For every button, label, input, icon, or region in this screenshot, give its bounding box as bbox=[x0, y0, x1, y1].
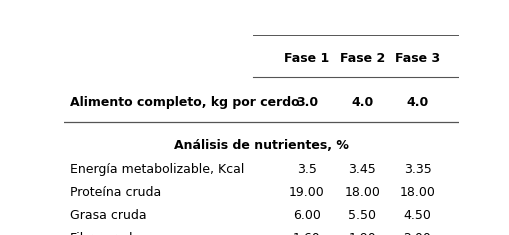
Text: 2.00: 2.00 bbox=[403, 232, 431, 235]
Text: 1.60: 1.60 bbox=[292, 232, 320, 235]
Text: 19.00: 19.00 bbox=[289, 186, 324, 199]
Text: Fibra cruda: Fibra cruda bbox=[70, 232, 139, 235]
Text: 18.00: 18.00 bbox=[399, 186, 435, 199]
Text: Fase 2: Fase 2 bbox=[339, 52, 384, 65]
Text: 4.0: 4.0 bbox=[350, 96, 373, 109]
Text: Alimento completo, kg por cerdo: Alimento completo, kg por cerdo bbox=[70, 96, 299, 109]
Text: 18.00: 18.00 bbox=[344, 186, 379, 199]
Text: 4.0: 4.0 bbox=[406, 96, 428, 109]
Text: 6.00: 6.00 bbox=[292, 209, 320, 222]
Text: 3.35: 3.35 bbox=[403, 163, 431, 176]
Text: Fase 3: Fase 3 bbox=[394, 52, 439, 65]
Text: 1.90: 1.90 bbox=[348, 232, 375, 235]
Text: Energía metabolizable, Kcal: Energía metabolizable, Kcal bbox=[70, 163, 244, 176]
Text: 4.50: 4.50 bbox=[403, 209, 431, 222]
Text: 5.50: 5.50 bbox=[348, 209, 376, 222]
Text: Proteína cruda: Proteína cruda bbox=[70, 186, 161, 199]
Text: Análisis de nutrientes, %: Análisis de nutrientes, % bbox=[174, 140, 348, 153]
Text: 3.5: 3.5 bbox=[296, 163, 316, 176]
Text: 3.45: 3.45 bbox=[348, 163, 375, 176]
Text: Grasa cruda: Grasa cruda bbox=[70, 209, 146, 222]
Text: Fase 1: Fase 1 bbox=[284, 52, 329, 65]
Text: 3.0: 3.0 bbox=[295, 96, 317, 109]
